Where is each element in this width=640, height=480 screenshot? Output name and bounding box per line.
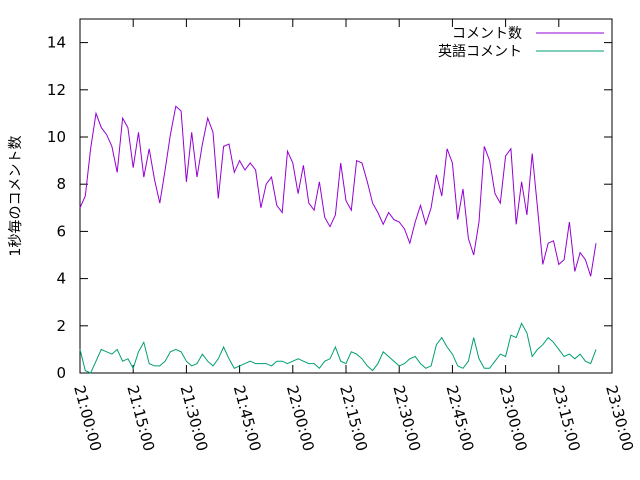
x-tick-label: 21:00:00 <box>70 383 105 453</box>
x-tick-label: 23:15:00 <box>549 383 584 453</box>
x-tick-label: 21:15:00 <box>123 383 158 453</box>
x-tick-label: 23:00:00 <box>496 383 531 453</box>
y-tick-label: 6 <box>56 222 66 240</box>
series-line <box>79 105 597 277</box>
y-tick-label: 4 <box>56 270 66 288</box>
x-tick-label: 22:45:00 <box>443 383 478 453</box>
x-tick-label: 23:30:00 <box>602 383 637 453</box>
y-tick-label: 10 <box>47 128 66 146</box>
plot-area <box>79 18 613 374</box>
legend-label: コメント数 <box>452 26 522 42</box>
series-layer <box>79 105 597 374</box>
y-tick-label: 14 <box>47 34 66 52</box>
x-tick-label: 22:15:00 <box>336 383 371 453</box>
legend-label: 英語コメント <box>438 43 522 60</box>
x-tick-label: 21:30:00 <box>177 383 212 453</box>
x-tick-label: 22:00:00 <box>283 383 318 453</box>
y-tick-label: 2 <box>56 317 66 335</box>
x-tick-label: 22:30:00 <box>389 383 424 453</box>
y-tick-label: 0 <box>56 364 66 382</box>
plot-frame <box>79 18 613 374</box>
y-axis-label: 1秒毎のコメント数 <box>8 136 24 257</box>
y-tick-label: 8 <box>56 175 66 193</box>
y-tick-label: 12 <box>47 81 66 99</box>
tick-group: 0 2 4 6 8 10 12 14 21:00:00 21:15:00 21:30:00 21:45… <box>47 19 637 453</box>
series-line <box>79 322 597 374</box>
x-tick-label: 21:45:00 <box>230 383 265 453</box>
